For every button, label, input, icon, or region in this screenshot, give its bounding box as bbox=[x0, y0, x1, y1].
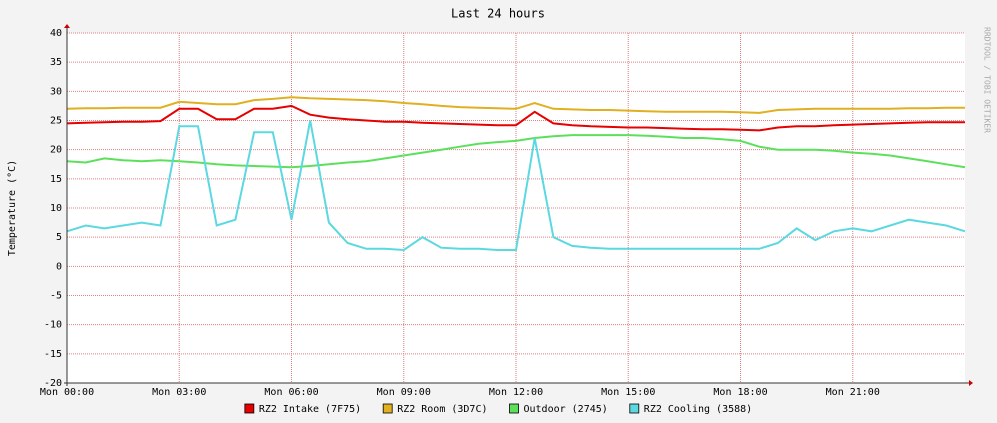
y-tick-label: -5 bbox=[50, 291, 62, 302]
legend-swatch bbox=[509, 403, 519, 414]
series-line bbox=[66, 134, 966, 169]
y-tick-label: 0 bbox=[56, 261, 62, 272]
x-tick-label: Mon 18:00 bbox=[713, 387, 767, 398]
series-line bbox=[66, 120, 966, 252]
chart-title: Last 24 hours bbox=[451, 7, 545, 21]
y-tick-label: 35 bbox=[50, 57, 62, 68]
series-line bbox=[66, 104, 965, 132]
x-tick-label: Mon 09:00 bbox=[377, 387, 431, 398]
watermark: RRDTOOL / TOBI OETIKER bbox=[983, 27, 992, 133]
y-axis-label: Temperature (°C) bbox=[7, 160, 18, 256]
y-tick-label: 30 bbox=[50, 86, 62, 97]
x-tick-label: Mon 06:00 bbox=[264, 387, 318, 398]
y-tick-label: 5 bbox=[56, 232, 62, 243]
y-tick-label: -15 bbox=[44, 349, 62, 360]
legend-label: RZ2 Room (3D7C) bbox=[397, 404, 487, 415]
y-tick-label: -10 bbox=[44, 320, 62, 331]
x-tick-label: Mon 21:00 bbox=[826, 387, 880, 398]
legend-label: RZ2 Intake (7F75) bbox=[259, 404, 361, 415]
x-tick-label: Mon 03:00 bbox=[152, 387, 206, 398]
legend-label: RZ2 Cooling (3588) bbox=[644, 404, 752, 415]
y-tick-label: -20 bbox=[44, 378, 62, 389]
legend-swatch bbox=[382, 403, 393, 414]
legend-label: Outdoor (2745) bbox=[524, 404, 608, 415]
y-tick-label: 25 bbox=[50, 116, 62, 127]
x-tick-label: Mon 12:00 bbox=[489, 387, 543, 398]
y-tick-label: 10 bbox=[50, 203, 62, 214]
x-axis-arrow bbox=[969, 380, 973, 386]
y-axis-arrow bbox=[64, 24, 70, 28]
series-line bbox=[66, 96, 965, 114]
y-tick-label: 15 bbox=[50, 174, 62, 185]
y-tick-label: 40 bbox=[50, 28, 62, 39]
x-tick-label: Mon 15:00 bbox=[601, 387, 655, 398]
legend-swatch bbox=[244, 403, 255, 414]
legend-swatch bbox=[629, 403, 640, 414]
y-tick-label: 20 bbox=[50, 145, 62, 156]
x-tick-label: Mon 00:00 bbox=[40, 387, 94, 398]
